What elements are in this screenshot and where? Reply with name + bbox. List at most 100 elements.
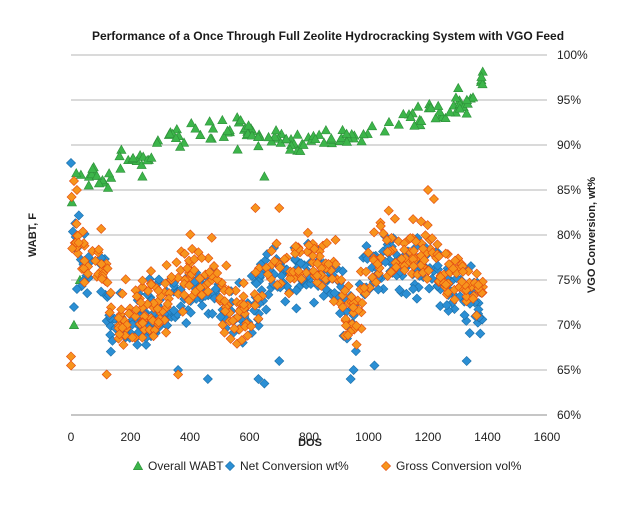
overall-wabt-point xyxy=(409,120,420,130)
gross-conversion-vol--point xyxy=(209,261,220,272)
overall-wabt-point xyxy=(320,124,332,135)
net-conversion-wt--point xyxy=(251,278,262,289)
overall-wabt-point xyxy=(171,123,182,134)
gross-conversion-vol--point xyxy=(461,291,472,302)
gross-conversion-vol--point xyxy=(312,277,323,288)
gross-conversion-vol--point xyxy=(290,241,301,252)
overall-wabt-point xyxy=(284,144,296,154)
gross-conversion-vol--point xyxy=(68,175,79,187)
net-conversion-wt--point xyxy=(261,304,272,315)
gross-conversion-vol--point xyxy=(346,291,357,302)
net-conversion-wt--point xyxy=(65,157,77,169)
gross-conversion-vol--point xyxy=(229,323,240,334)
gross-conversion-vol--point xyxy=(351,339,362,350)
legend-label: Gross Conversion vol% xyxy=(396,459,522,473)
gross-conversion-vol--point xyxy=(330,234,341,245)
gross-conversion-vol--point xyxy=(323,258,334,270)
gross-conversion-vol--point xyxy=(302,246,313,257)
legend-label: Overall WABT xyxy=(148,459,224,473)
net-conversion-wt--point xyxy=(71,283,82,295)
overall-wabt-point xyxy=(136,159,147,169)
gross-conversion-vol--point xyxy=(179,248,190,259)
x-tick-label: 800 xyxy=(299,430,319,444)
gross-conversion-vol--point xyxy=(96,258,107,269)
gross-conversion-vol--point xyxy=(321,238,332,249)
net-conversion-wt--point xyxy=(464,328,475,339)
gross-conversion-vol--point xyxy=(449,294,460,305)
gross-conversion-vol--point xyxy=(65,351,77,362)
y-tick-label: 90% xyxy=(557,138,581,152)
series-0 xyxy=(66,66,488,329)
gross-conversion-vol--point xyxy=(65,360,77,371)
gross-conversion-vol--point xyxy=(360,266,372,277)
gross-conversion-vol--point xyxy=(166,271,177,283)
gross-conversion-vol--point xyxy=(117,322,128,333)
net-conversion-wt--point xyxy=(68,301,79,313)
overall-wabt-point xyxy=(292,129,303,139)
x-tick-label: 1200 xyxy=(415,430,442,444)
gross-conversion-vol--point xyxy=(238,278,249,289)
overall-wabt-point xyxy=(218,131,229,141)
gross-conversion-vol--point xyxy=(171,257,182,268)
net-conversion-wt--point xyxy=(280,296,291,307)
gross-conversion-vol--point xyxy=(386,267,397,278)
y-tick-label: 80% xyxy=(557,228,581,242)
overall-wabt-point xyxy=(467,92,479,102)
gross-conversion-vol--point xyxy=(102,277,113,288)
left-axis-label: WABT, F xyxy=(27,213,39,257)
overall-wabt-point xyxy=(270,125,282,135)
overall-wabt-point xyxy=(235,115,246,125)
net-conversion-wt--point xyxy=(215,311,226,322)
gross-conversion-vol--point xyxy=(184,280,195,291)
gross-conversion-vol--point xyxy=(274,202,285,214)
gross-conversion-vol--point xyxy=(279,254,290,265)
gross-conversion-vol--point xyxy=(148,298,159,309)
y-tick-label: 95% xyxy=(557,93,581,107)
gross-conversion-vol--point xyxy=(382,246,393,257)
gross-conversion-vol--point xyxy=(224,286,235,297)
gross-conversion-vol--point xyxy=(102,263,113,274)
overall-wabt-point xyxy=(263,131,274,142)
gross-conversion-vol--point xyxy=(96,223,107,234)
net-conversion-wt--point xyxy=(369,360,380,371)
gross-conversion-vol--point xyxy=(161,260,172,271)
net-conversion-wt--point xyxy=(443,305,454,316)
gross-conversion-vol--point xyxy=(340,320,352,331)
gross-conversion-vol--point xyxy=(422,273,433,284)
gross-conversion-vol--point xyxy=(440,279,451,290)
series-2 xyxy=(65,175,488,380)
overall-wabt-point xyxy=(425,102,436,112)
net-conversion-wt--point xyxy=(408,283,419,295)
gross-conversion-vol--point xyxy=(206,232,217,243)
legend: Overall WABT Net Conversion wt% Gross Conv… xyxy=(132,459,522,473)
gross-conversion-vol--point xyxy=(114,329,125,340)
gross-conversion-vol--point xyxy=(173,289,184,300)
y-tick-labels: 60% 65% 70% 75% 80% 85% 90% 95% 100% xyxy=(557,48,588,422)
gross-conversion-vol--point xyxy=(408,245,419,256)
gross-conversion-vol--point xyxy=(101,369,112,380)
gross-conversion-vol--point xyxy=(143,286,154,297)
overall-wabt-point xyxy=(246,130,258,140)
gross-conversion-vol--point xyxy=(123,308,135,319)
y-tick-label: 75% xyxy=(557,273,581,287)
overall-wabt-point xyxy=(310,133,321,144)
gross-conversion-vol--point xyxy=(246,321,257,332)
overall-wabt-point xyxy=(71,167,82,178)
gross-conversion-vol--point xyxy=(363,247,374,258)
net-conversion-wt--point xyxy=(291,285,302,296)
overall-wabt-point xyxy=(151,137,163,147)
gross-conversion-vol--point xyxy=(468,293,479,304)
gross-conversion-vol--point xyxy=(283,288,294,299)
overall-wabt-point xyxy=(383,116,395,127)
gross-conversion-vol--point xyxy=(302,227,313,238)
overall-wabt-point xyxy=(115,163,126,173)
overall-wabt-point xyxy=(393,119,404,129)
gross-conversion-vol--point xyxy=(330,259,341,270)
overall-wabt-point xyxy=(195,129,206,139)
y-tick-label: 85% xyxy=(557,183,581,197)
gross-conversion-vol--point xyxy=(271,238,282,249)
overall-wabt-point xyxy=(405,111,416,122)
net-conversion-wt--point xyxy=(82,288,93,299)
gross-conversion-vol--point xyxy=(457,266,468,277)
